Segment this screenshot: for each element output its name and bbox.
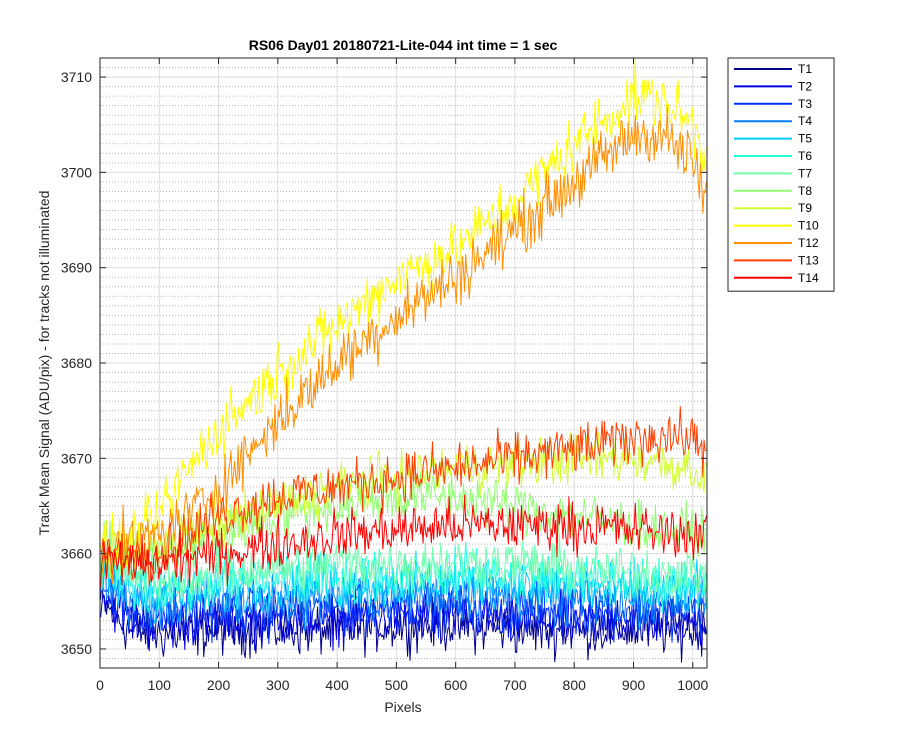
legend-label-t13: T13 [798,253,819,267]
series-line-t13 [100,406,707,587]
x-tick-label: 100 [148,677,172,693]
y-tick-label: 3680 [61,355,92,371]
legend-label-t4: T4 [798,114,812,128]
legend-label-t2: T2 [798,79,812,93]
y-tick-label: 3700 [61,164,92,180]
legend-label-t5: T5 [798,132,812,146]
x-tick-label: 700 [503,677,527,693]
y-axis-label: Track Mean Signal (ADU/pix) - for tracks… [36,191,52,536]
series-line-t3 [100,578,707,644]
legend-label-t8: T8 [798,184,812,198]
legend-label-t12: T12 [798,236,819,250]
x-axis-label: Pixels [384,699,421,715]
legend-label-t10: T10 [798,219,819,233]
x-tick-label: 500 [385,677,409,693]
x-tick-label: 1000 [677,677,708,693]
x-tick-label: 600 [444,677,468,693]
legend-label-t1: T1 [798,62,812,76]
series-line-t10 [100,57,707,575]
legend-label-t9: T9 [798,201,812,215]
x-tick-label: 300 [266,677,290,693]
legend-label-t14: T14 [798,271,819,285]
grid [99,57,707,669]
legend-box [727,57,835,292]
x-tick-label: 400 [325,677,349,693]
x-tick-label: 200 [207,677,231,693]
x-tick-label: 800 [563,677,587,693]
legend-label-t7: T7 [798,166,812,180]
x-tick-label: 0 [96,677,104,693]
x-tick-label: 900 [622,677,646,693]
y-tick-label: 3660 [61,546,92,562]
y-tick-label: 3690 [61,260,92,276]
y-tick-label: 3710 [61,69,92,85]
chart-title: RS06 Day01 20180721-Lite-044 int time = … [249,37,558,53]
legend-label-t3: T3 [798,97,812,111]
series-line-t12 [100,106,707,585]
y-tick-label: 3650 [61,641,92,657]
legend: T1 T2 T3 T4 T5 T6 T7 T8 T9 T10 T12 T13 T14 [727,57,835,292]
ticks: 0 100 200 300 400 500 600 700 800 900 1000 3650 3660… [61,58,709,693]
y-tick-label: 3670 [61,450,92,466]
series-line-t7 [100,534,707,602]
series-line-t14 [100,494,707,588]
legend-label-t6: T6 [798,149,812,163]
series-layer [100,57,707,663]
